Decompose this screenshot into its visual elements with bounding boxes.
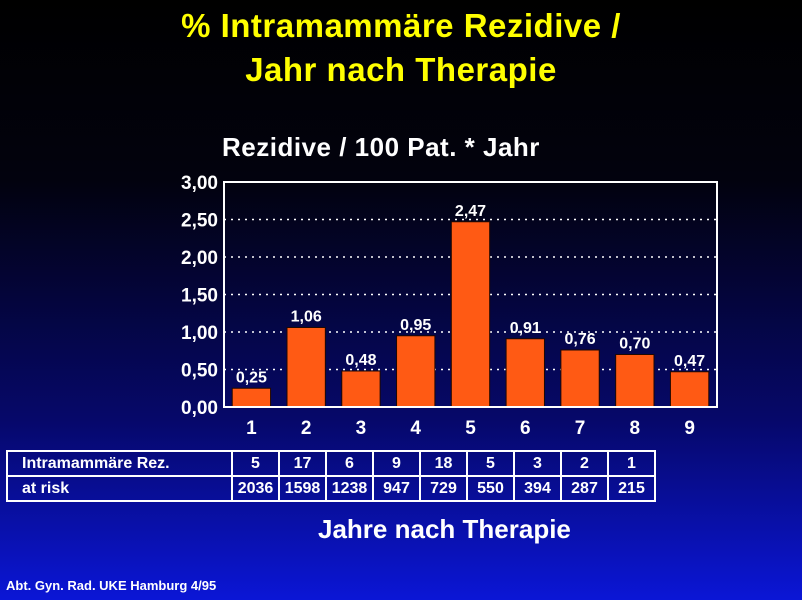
y-tick-label: 0,50 [181, 361, 218, 382]
category-label: 9 [684, 418, 695, 439]
bar [286, 327, 326, 408]
table-row-at-risk: at risk 2036 1598 1238 947 729 550 394 2… [6, 475, 656, 502]
y-tick-label: 1,50 [181, 286, 218, 307]
category-label: 2 [301, 418, 312, 439]
y-tick-label: 3,00 [181, 173, 218, 194]
table-cell: 1238 [325, 475, 374, 502]
table-cell: 18 [419, 450, 468, 477]
value-label: 0,48 [345, 352, 376, 369]
slide-title-line-2: Jahr nach Therapie [245, 51, 557, 88]
category-label: 7 [575, 418, 586, 439]
value-label: 0,95 [400, 317, 431, 334]
row-label-recurrences: Intramammäre Rez. [6, 450, 233, 477]
category-label: 8 [630, 418, 641, 439]
bars [231, 221, 710, 408]
row-label-at-risk: at risk [6, 475, 233, 502]
category-labels: 1 2 3 4 5 6 7 8 9 [246, 418, 695, 439]
table-cell: 1 [607, 450, 656, 477]
table-cell: 5 [466, 450, 515, 477]
table-cell: 2 [560, 450, 609, 477]
table-cell: 729 [419, 475, 468, 502]
bar [669, 371, 710, 408]
table-cell: 2036 [231, 475, 280, 502]
value-label: 2,47 [455, 203, 486, 220]
value-label: 0,70 [619, 336, 650, 353]
value-label: 0,25 [236, 369, 267, 386]
bar-chart: 0,00 0,50 1,00 1,50 2,00 2,50 3,00 0,25 1,06 0,4… [181, 173, 718, 439]
chart-title: Rezidive / 100 Pat. * Jahr [222, 132, 540, 162]
table-cell: 287 [560, 475, 609, 502]
bar [341, 370, 381, 408]
table-cell: 5 [231, 450, 280, 477]
category-label: 6 [520, 418, 531, 439]
y-tick-labels: 0,00 0,50 1,00 1,50 2,00 2,50 3,00 [181, 173, 218, 419]
bar [231, 387, 272, 408]
y-tick-label: 2,50 [181, 211, 218, 232]
category-label: 5 [465, 418, 476, 439]
value-label: 0,91 [510, 320, 541, 337]
bar [505, 338, 545, 408]
y-tick-label: 0,00 [181, 398, 218, 419]
bar [560, 349, 600, 408]
bar [450, 221, 491, 408]
value-label: 0,47 [674, 353, 705, 370]
value-label: 0,76 [564, 331, 595, 348]
table-cell: 550 [466, 475, 515, 502]
table-cell: 3 [513, 450, 562, 477]
table-row-recurrences: Intramammäre Rez. 5 17 6 9 18 5 3 2 1 [6, 450, 656, 477]
table-cell: 1598 [278, 475, 327, 502]
data-table: Intramammäre Rez. 5 17 6 9 18 5 3 2 1 at… [6, 450, 656, 502]
category-label: 3 [356, 418, 367, 439]
category-label: 4 [410, 418, 421, 439]
table-cell: 17 [278, 450, 327, 477]
table-cell: 215 [607, 475, 656, 502]
value-label: 1,06 [291, 309, 322, 326]
table-cell: 394 [513, 475, 562, 502]
category-label: 1 [246, 418, 257, 439]
table-cell: 9 [372, 450, 421, 477]
footer-credit: Abt. Gyn. Rad. UKE Hamburg 4/95 [6, 578, 217, 593]
y-tick-label: 1,00 [181, 323, 218, 344]
bar [615, 354, 655, 408]
y-tick-label: 2,00 [181, 248, 218, 269]
table-cell: 947 [372, 475, 421, 502]
bar [396, 335, 436, 408]
value-labels: 0,25 1,06 0,48 0,95 2,47 0,91 0,76 0,70 0,47 [236, 203, 705, 387]
plot-frame [223, 181, 718, 408]
table-cell: 6 [325, 450, 374, 477]
x-axis-label: Jahre nach Therapie [318, 514, 571, 544]
slide-title-line-1: % Intramammäre Rezidive / [181, 7, 621, 44]
